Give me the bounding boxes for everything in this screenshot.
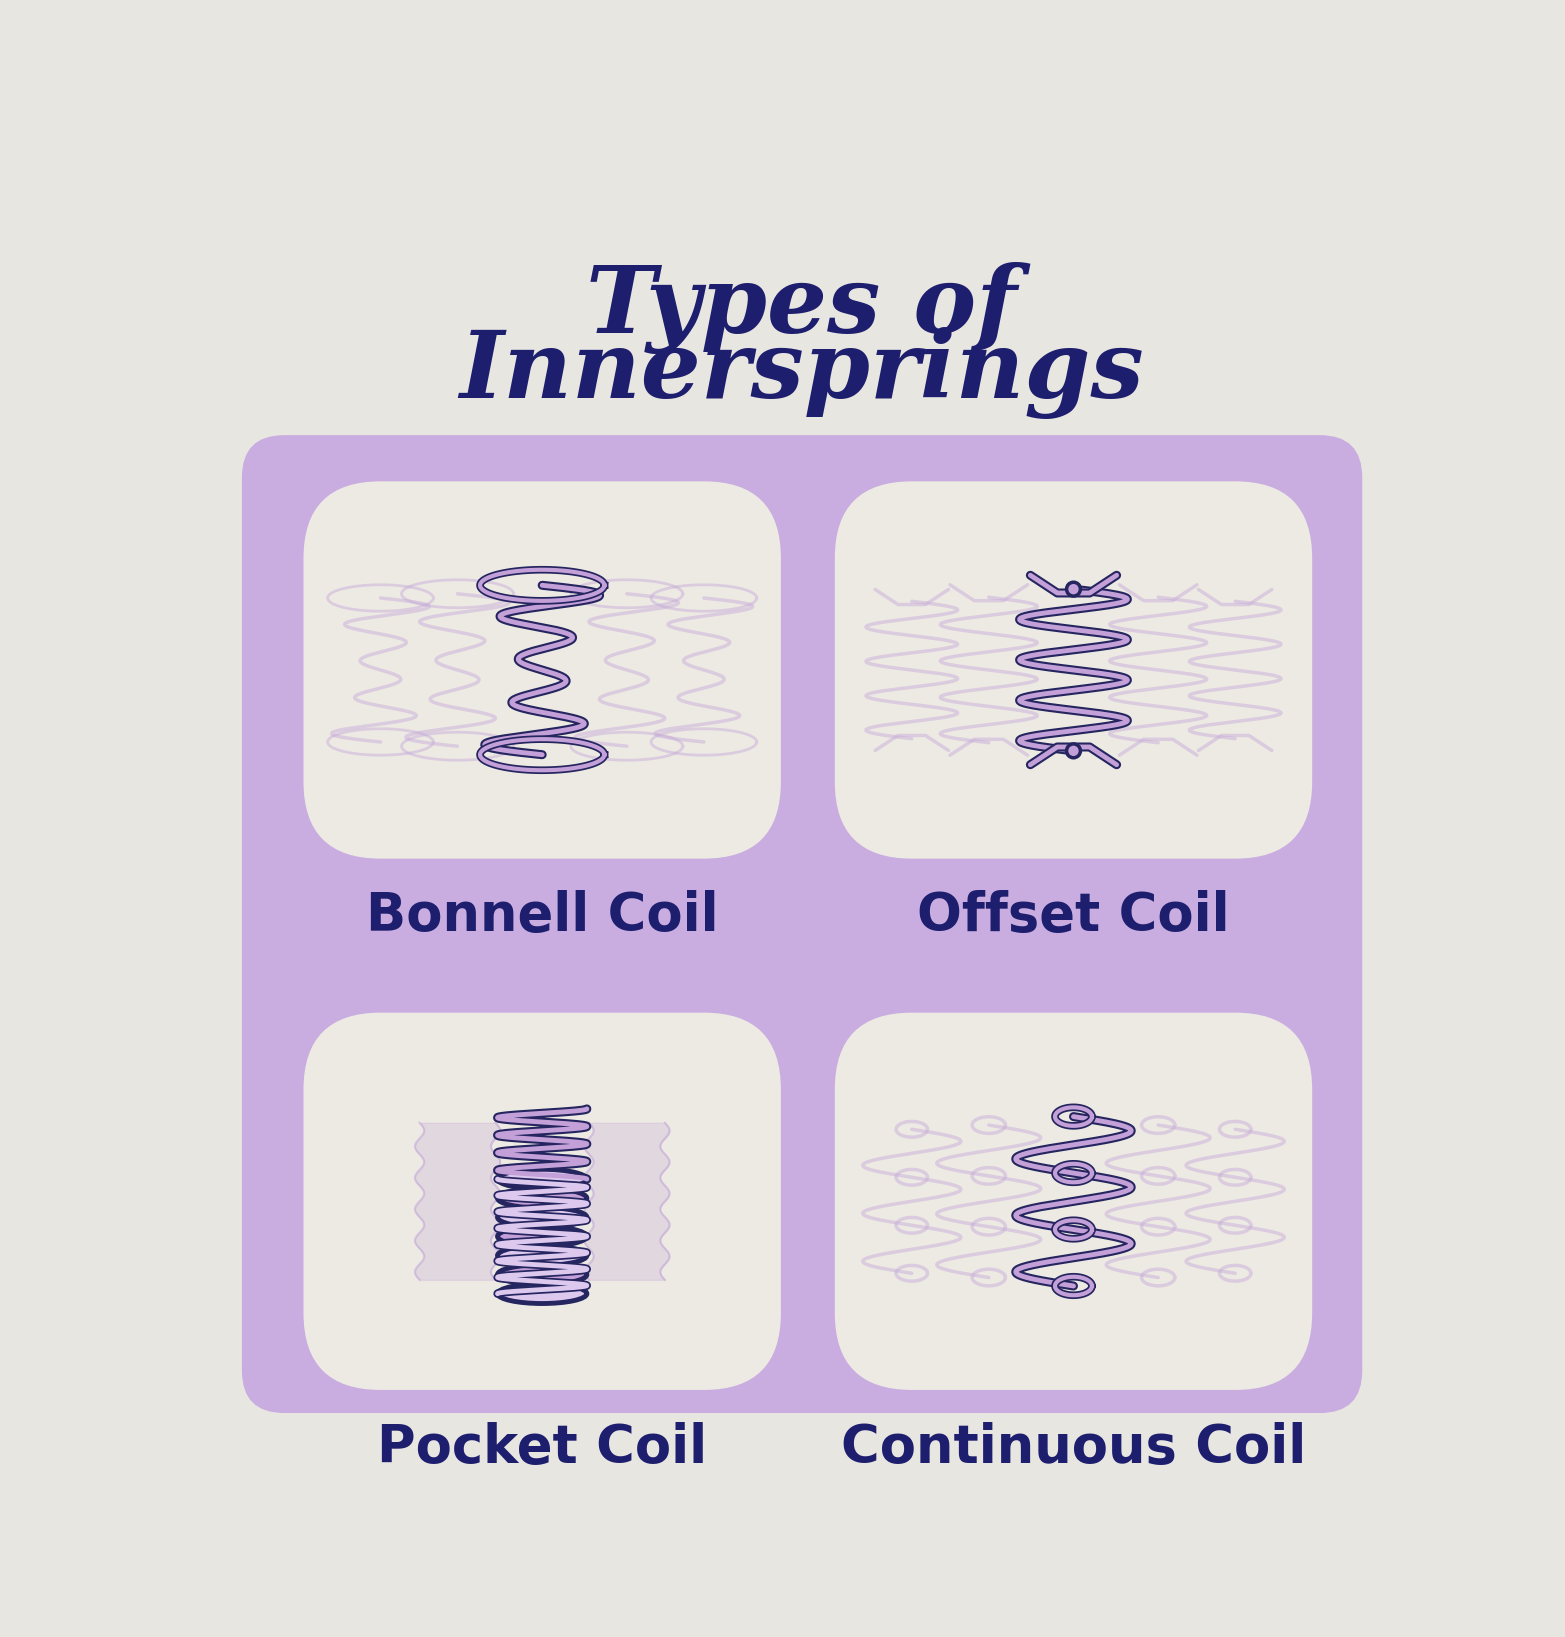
- Ellipse shape: [498, 1208, 587, 1228]
- Ellipse shape: [498, 1246, 587, 1265]
- Circle shape: [1067, 583, 1080, 596]
- FancyBboxPatch shape: [243, 435, 1362, 1413]
- Ellipse shape: [498, 1283, 587, 1303]
- FancyBboxPatch shape: [304, 481, 781, 859]
- Text: Bonnell Coil: Bonnell Coil: [366, 891, 718, 943]
- Text: Innersprings: Innersprings: [459, 327, 1144, 419]
- Text: Types of: Types of: [587, 262, 1017, 354]
- FancyBboxPatch shape: [834, 1013, 1311, 1390]
- Ellipse shape: [498, 1169, 587, 1188]
- Ellipse shape: [498, 1188, 587, 1208]
- Text: Continuous Coil: Continuous Coil: [840, 1421, 1307, 1473]
- FancyBboxPatch shape: [304, 1013, 781, 1390]
- Ellipse shape: [498, 1265, 587, 1285]
- Text: Offset Coil: Offset Coil: [917, 891, 1230, 943]
- Circle shape: [1067, 743, 1080, 758]
- Text: Pocket Coil: Pocket Coil: [377, 1421, 707, 1473]
- Ellipse shape: [498, 1226, 587, 1246]
- FancyBboxPatch shape: [834, 481, 1311, 859]
